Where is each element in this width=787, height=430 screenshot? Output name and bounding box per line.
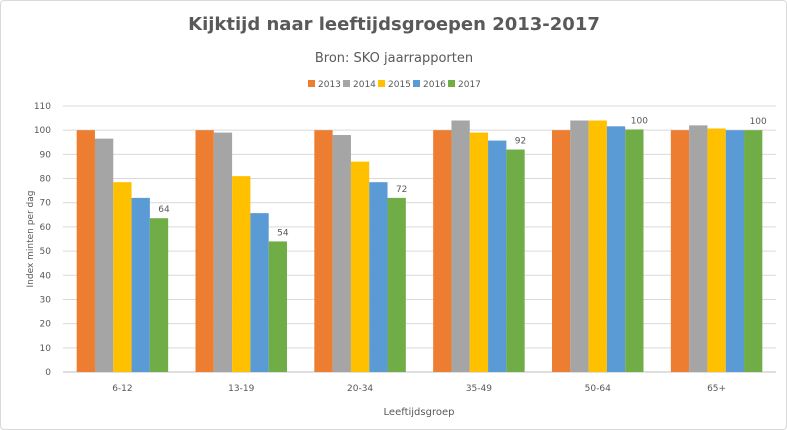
y-axis-label: Index minten per dag — [26, 191, 36, 288]
y-tick-label: 80 — [40, 175, 52, 185]
y-tick-label: 20 — [40, 320, 52, 330]
data-label: 92 — [515, 137, 526, 147]
legend-swatch — [378, 80, 385, 87]
bar-2017-50-64 — [625, 129, 644, 372]
bar-2016-20-34 — [369, 182, 388, 372]
legend-label: 2017 — [458, 80, 481, 90]
bar-2016-50-64 — [606, 126, 626, 372]
bar-2014-20-34 — [332, 135, 351, 372]
bar-2013-13-19 — [195, 130, 214, 372]
y-tick-label: 30 — [40, 295, 52, 305]
bar-2016-65+ — [725, 130, 745, 372]
bar-2013-65+ — [670, 130, 690, 372]
bar-2014-35-49 — [451, 120, 470, 372]
y-tick-label: 100 — [34, 126, 51, 136]
bar-2013-20-34 — [314, 130, 333, 372]
bar-2013-50-64 — [552, 130, 571, 372]
x-tick-label: 50-64 — [585, 384, 611, 394]
chart-title: Kijktijd naar leeftijdsgroepen 2013-2017 — [188, 14, 600, 35]
x-tick-label: 6-12 — [112, 384, 132, 394]
y-tick-label: 90 — [40, 150, 52, 160]
y-tick-label: 40 — [40, 271, 52, 281]
y-tick-label: 70 — [40, 199, 52, 209]
legend-label: 2014 — [353, 80, 376, 90]
bar-2015-20-34 — [350, 161, 370, 372]
bar-2015-13-19 — [232, 176, 251, 372]
y-tick-label: 50 — [40, 247, 52, 257]
legend-swatch — [413, 80, 420, 87]
bar-2013-6-12 — [76, 130, 95, 372]
bar-2014-6-12 — [94, 138, 114, 372]
bar-2015-6-12 — [113, 182, 132, 372]
x-tick-label: 20-34 — [347, 384, 373, 394]
legend-swatch — [448, 80, 455, 87]
chart-subtitle: Bron: SKO jaarrapporten — [315, 51, 473, 66]
bar-2017-65+ — [744, 130, 763, 372]
bar-2016-6-12 — [131, 197, 150, 372]
bar-2015-65+ — [707, 128, 726, 372]
x-tick-label: 65+ — [707, 384, 726, 394]
legend-label: 2016 — [423, 80, 446, 90]
bar-2015-50-64 — [588, 120, 607, 372]
data-label: 64 — [158, 205, 170, 215]
legend-swatch — [308, 80, 315, 87]
bar-2017-6-12 — [149, 218, 169, 372]
y-tick-label: 10 — [40, 344, 52, 354]
x-axis-label: Leeftijdsgroep — [384, 407, 455, 418]
legend-swatch — [343, 80, 350, 87]
bar-2016-13-19 — [250, 213, 269, 372]
bar-2017-35-49 — [506, 149, 525, 372]
legend-label: 2015 — [388, 80, 411, 90]
x-tick-label: 35-49 — [466, 384, 492, 394]
x-tick-label: 13-19 — [228, 384, 254, 394]
bar-2016-35-49 — [488, 140, 507, 372]
data-label: 72 — [396, 185, 407, 195]
bar-2013-35-49 — [433, 130, 452, 372]
data-label: 100 — [631, 116, 648, 126]
bar-2017-20-34 — [387, 197, 406, 372]
y-tick-label: 0 — [45, 368, 51, 378]
bar-2014-50-64 — [570, 120, 589, 372]
y-tick-label: 110 — [34, 102, 51, 112]
bar-2017-13-19 — [268, 241, 287, 372]
bar-2014-13-19 — [213, 132, 233, 372]
data-label: 54 — [277, 228, 289, 238]
bar-2015-35-49 — [469, 132, 489, 372]
legend-label: 2013 — [318, 80, 341, 90]
bar-2014-65+ — [689, 125, 708, 372]
data-label: 100 — [750, 117, 767, 127]
y-tick-label: 60 — [40, 223, 52, 233]
